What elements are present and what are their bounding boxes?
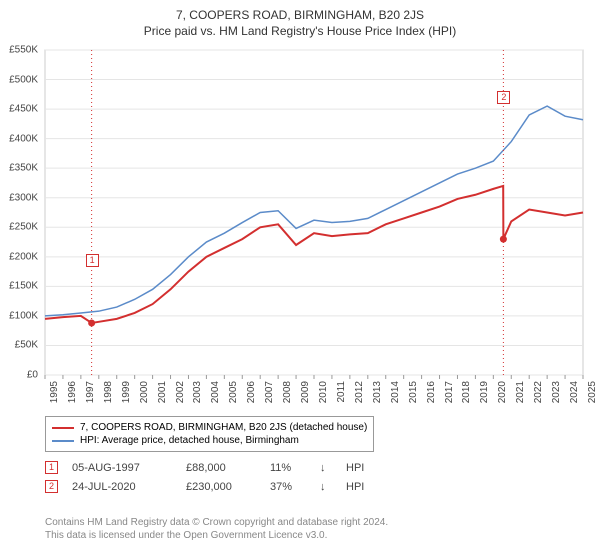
marker-2: 2: [497, 91, 510, 104]
x-tick-label: 2011: [336, 381, 347, 403]
y-tick-label: £100K: [0, 310, 38, 321]
x-tick-label: 2012: [354, 381, 365, 403]
y-tick-label: £300K: [0, 192, 38, 203]
table-row: 2 24-JUL-2020 £230,000 37% ↓ HPI: [45, 477, 364, 496]
row-pct: 11%: [270, 462, 306, 474]
y-tick-label: £550K: [0, 45, 38, 56]
legend-swatch: [52, 427, 74, 429]
x-tick-label: 2023: [551, 381, 562, 403]
x-tick-label: 2008: [282, 381, 293, 403]
row-date: 24-JUL-2020: [72, 481, 172, 493]
legend-label: 7, COOPERS ROAD, BIRMINGHAM, B20 2JS (de…: [80, 422, 367, 433]
x-tick-label: 2022: [533, 381, 544, 403]
x-tick-label: 2024: [569, 381, 580, 403]
x-tick-label: 1998: [103, 381, 114, 403]
x-tick-label: 2009: [300, 381, 311, 403]
y-tick-label: £250K: [0, 222, 38, 233]
y-tick-label: £500K: [0, 74, 38, 85]
x-tick-label: 2018: [461, 381, 472, 403]
row-pct: 37%: [270, 481, 306, 493]
x-tick-label: 2004: [210, 381, 221, 403]
legend-item: 7, COOPERS ROAD, BIRMINGHAM, B20 2JS (de…: [52, 421, 367, 434]
x-tick-label: 2007: [264, 381, 275, 403]
marker-1: 1: [86, 254, 99, 267]
x-tick-label: 1997: [85, 381, 96, 403]
x-tick-label: 2013: [372, 381, 383, 403]
legend-label: HPI: Average price, detached house, Birm…: [80, 435, 299, 446]
row-date: 05-AUG-1997: [72, 462, 172, 474]
y-tick-label: £200K: [0, 251, 38, 262]
row-ref: HPI: [346, 481, 364, 493]
y-tick-label: £450K: [0, 104, 38, 115]
chart-container: 7, COOPERS ROAD, BIRMINGHAM, B20 2JS Pri…: [0, 0, 600, 560]
x-tick-label: 2001: [157, 381, 168, 403]
x-tick-label: 2020: [497, 381, 508, 403]
row-ref: HPI: [346, 462, 364, 474]
row-arrow-icon: ↓: [320, 462, 332, 474]
table-row: 1 05-AUG-1997 £88,000 11% ↓ HPI: [45, 458, 364, 477]
y-tick-label: £350K: [0, 163, 38, 174]
x-tick-label: 2021: [515, 381, 526, 403]
y-tick-label: £150K: [0, 281, 38, 292]
chart-title: 7, COOPERS ROAD, BIRMINGHAM, B20 2JS: [0, 0, 600, 22]
row-marker: 1: [45, 461, 58, 474]
y-tick-label: £0: [0, 370, 38, 381]
footer-line1: Contains HM Land Registry data © Crown c…: [45, 516, 388, 529]
x-tick-label: 2014: [390, 381, 401, 403]
x-tick-label: 2005: [228, 381, 239, 403]
x-tick-label: 1996: [67, 381, 78, 403]
legend-swatch: [52, 440, 74, 442]
y-tick-label: £50K: [0, 340, 38, 351]
x-tick-label: 2016: [426, 381, 437, 403]
x-tick-label: 2019: [479, 381, 490, 403]
footer-attribution: Contains HM Land Registry data © Crown c…: [45, 516, 388, 542]
x-tick-label: 2015: [408, 381, 419, 403]
y-tick-label: £400K: [0, 133, 38, 144]
chart-subtitle: Price paid vs. HM Land Registry's House …: [0, 22, 600, 42]
legend: 7, COOPERS ROAD, BIRMINGHAM, B20 2JS (de…: [45, 416, 374, 452]
x-tick-label: 2006: [246, 381, 257, 403]
x-tick-label: 2025: [587, 381, 598, 403]
footer-line2: This data is licensed under the Open Gov…: [45, 529, 388, 542]
x-tick-label: 2000: [139, 381, 150, 403]
x-tick-label: 2010: [318, 381, 329, 403]
x-tick-label: 1999: [121, 381, 132, 403]
x-tick-label: 2017: [444, 381, 455, 403]
legend-item: HPI: Average price, detached house, Birm…: [52, 434, 367, 447]
x-tick-label: 2003: [192, 381, 203, 403]
x-tick-label: 2002: [175, 381, 186, 403]
row-price: £230,000: [186, 481, 256, 493]
row-marker: 2: [45, 480, 58, 493]
transaction-table: 1 05-AUG-1997 £88,000 11% ↓ HPI 2 24-JUL-2020 £2…: [45, 458, 364, 496]
row-arrow-icon: ↓: [320, 481, 332, 493]
x-tick-label: 1995: [49, 381, 60, 403]
row-price: £88,000: [186, 462, 256, 474]
